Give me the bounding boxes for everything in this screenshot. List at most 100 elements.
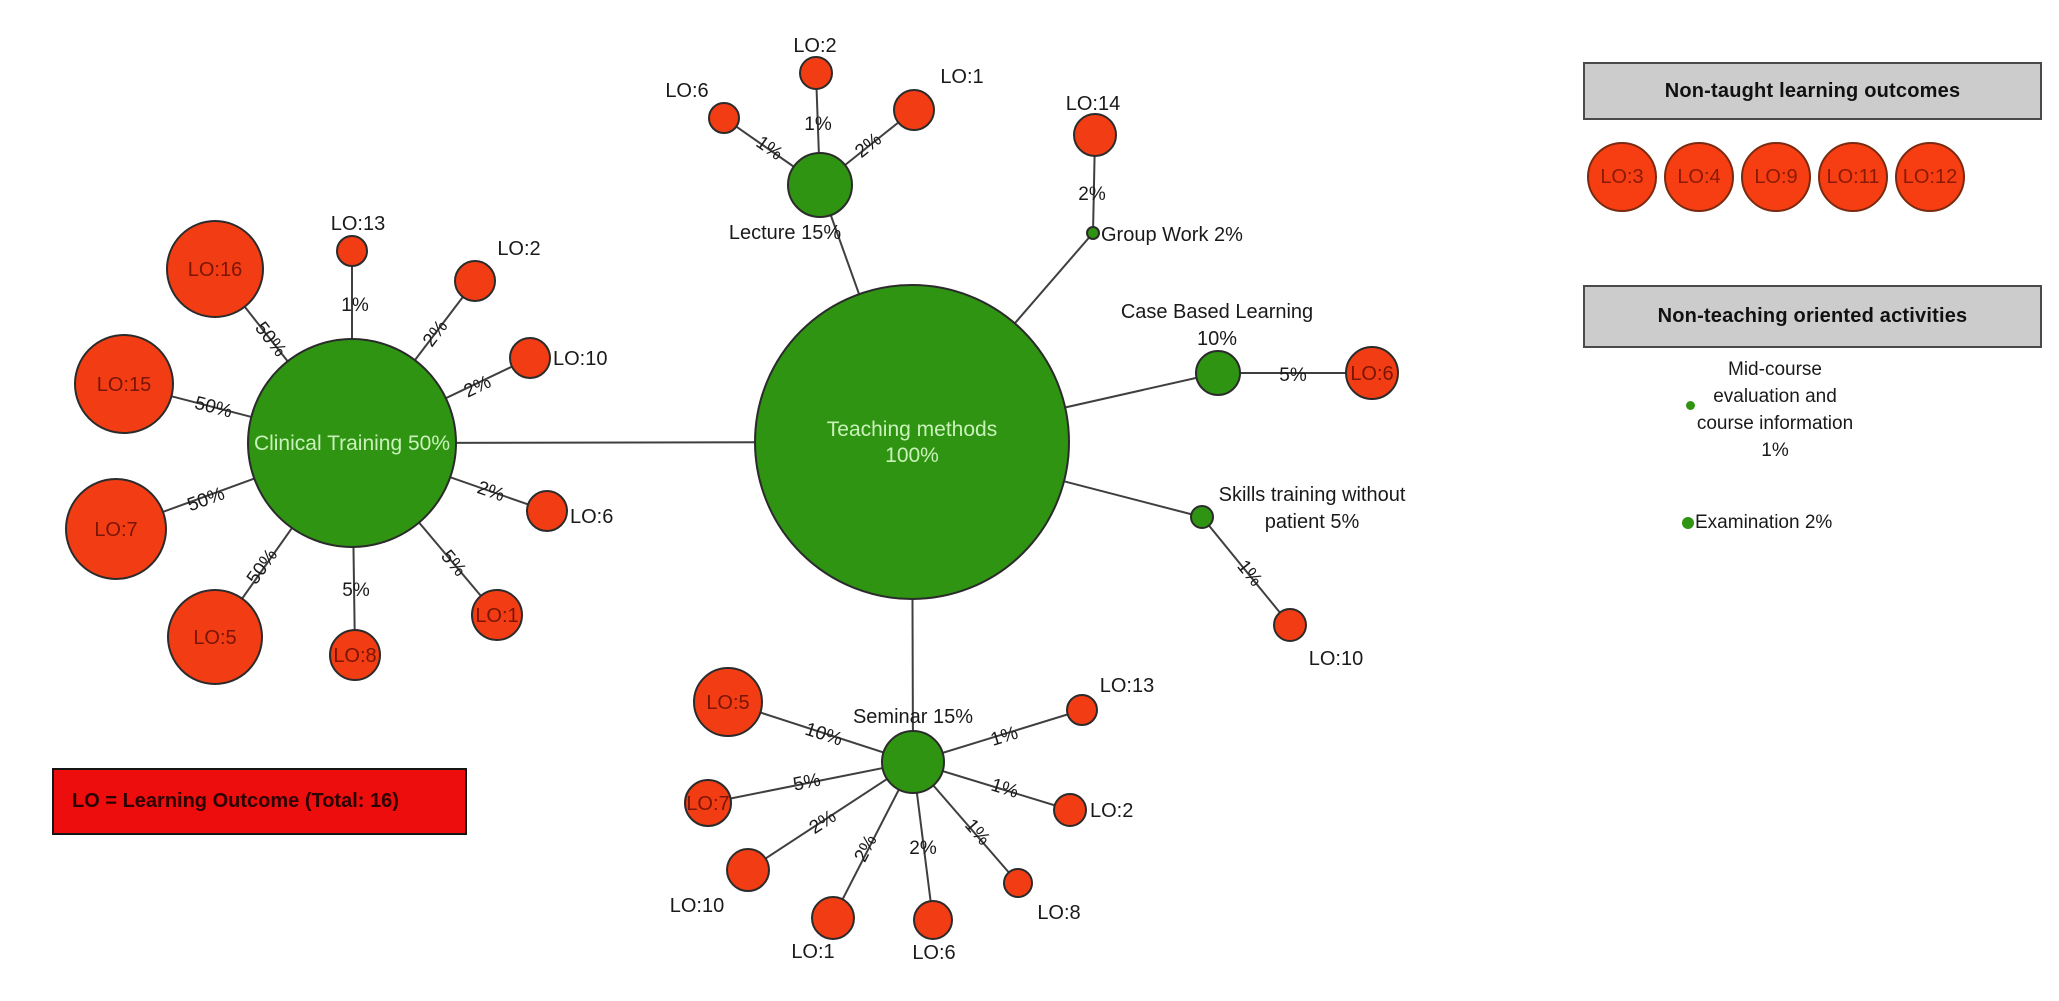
edge-label-seminar-s7: 5% [791, 770, 822, 796]
node-s5 [693, 667, 763, 737]
node-label-c7: LO:7 [94, 519, 137, 541]
edge-label-clinical-c15: 50% [192, 393, 234, 423]
node-c7 [65, 478, 167, 580]
edge-skills-sk10 [1201, 516, 1291, 626]
node-lecture [787, 152, 853, 218]
node-seminar [881, 730, 945, 794]
node-label-clinical: Clinical Training 50% [254, 432, 450, 455]
node-label-l1: LO:1 [940, 66, 983, 88]
node-s1 [811, 896, 855, 940]
edge-label-clinical-c7: 50% [185, 483, 228, 516]
node-s13 [1066, 694, 1098, 726]
node-sk10 [1273, 608, 1307, 642]
edge-label-clinical-c8: 5% [342, 580, 370, 601]
node-s7 [684, 779, 732, 827]
mid-course-line: Mid-course [1728, 359, 1822, 380]
node-c13 [336, 235, 368, 267]
non-taught-lo-circle: LO:11 [1818, 142, 1888, 212]
mid-course-bullet-dot [1686, 401, 1695, 410]
examination-item: Examination 2% [1682, 512, 1832, 534]
node-label-c13: LO:13 [331, 213, 385, 235]
node-label-c1: LO:1 [475, 605, 518, 627]
node-label-s2: LO:2 [1090, 800, 1133, 822]
node-label-cbl: 10% [1197, 328, 1237, 350]
node-label-lo14: LO:14 [1066, 93, 1120, 115]
node-c16 [166, 220, 264, 318]
edge-label-seminar-s13: 1% [988, 723, 1021, 751]
node-label-skills: Skills training without [1219, 484, 1406, 506]
node-skills [1190, 505, 1214, 529]
edge-label-clinical-c6: 2% [474, 477, 507, 506]
node-label-s13: LO:13 [1100, 675, 1154, 697]
non-taught-lo-circle: LO:4 [1664, 142, 1734, 212]
node-label-l2: LO:2 [793, 35, 836, 57]
node-label-skills: patient 5% [1265, 511, 1360, 533]
node-l1 [893, 89, 935, 131]
mid-course-line: evaluation and [1713, 386, 1837, 407]
node-label-s8: LO:8 [1037, 902, 1080, 924]
edge-label-seminar-s5: 10% [802, 719, 845, 751]
node-s8 [1003, 868, 1033, 898]
node-cbl [1195, 350, 1241, 396]
node-label-groupwork: Group Work 2% [1101, 224, 1243, 246]
node-label-s1: LO:1 [791, 941, 834, 963]
node-clinical [247, 338, 457, 548]
examination-label: Examination 2% [1695, 512, 1833, 533]
edge-label-groupwork-lo14: 2% [1078, 184, 1106, 205]
edge-label-lecture-l6: 1% [752, 132, 787, 165]
node-label-l6: LO:6 [665, 80, 708, 102]
node-c5 [167, 589, 263, 685]
edge-label-seminar-s6: 2% [909, 838, 937, 859]
node-label-c5: LO:5 [193, 627, 236, 649]
node-label-c15: LO:15 [97, 374, 151, 396]
non-taught-lo-circle: LO:12 [1895, 142, 1965, 212]
node-label-s6: LO:6 [912, 942, 955, 964]
examination-bullet-dot [1682, 517, 1694, 529]
node-c6 [526, 490, 568, 532]
edge-seminar-s10 [747, 761, 914, 871]
node-teaching [754, 284, 1070, 600]
non-taught-lo-circle: LO:9 [1741, 142, 1811, 212]
node-c1 [471, 589, 523, 641]
node-label-s7: LO:7 [686, 793, 729, 815]
edge-seminar-s7 [707, 761, 914, 804]
node-label-s5: LO:5 [706, 692, 749, 714]
node-label-sk10: LO:10 [1309, 648, 1363, 670]
node-lo14 [1073, 113, 1117, 157]
node-label-c10: LO:10 [553, 348, 607, 370]
node-label-cbl6: LO:6 [1350, 363, 1393, 385]
edge-label-lecture-l1: 2% [851, 129, 886, 163]
node-l6 [708, 102, 740, 134]
non-teaching-oriented-activities-header: Non-teaching oriented activities [1583, 285, 2042, 348]
node-l2 [799, 56, 833, 90]
node-label-c8: LO:8 [333, 645, 376, 667]
edge-label-seminar-s2: 1% [988, 775, 1021, 803]
node-groupwork [1086, 226, 1100, 240]
mid-course-line: 1% [1761, 440, 1789, 461]
node-cbl6 [1345, 346, 1399, 400]
node-label-c16: LO:16 [188, 259, 242, 281]
node-label-lecture: Lecture 15% [729, 222, 842, 244]
edge-label-clinical-c2: 2% [419, 316, 452, 351]
node-s2 [1053, 793, 1087, 827]
edge-label-seminar-s8: 1% [960, 815, 994, 850]
node-s10 [726, 848, 770, 892]
mid-course-evaluation-item: Mid-course evaluation and course informati… [1655, 356, 1895, 464]
node-c2 [454, 260, 496, 302]
edge-label-lecture-l2: 1% [804, 114, 832, 135]
edge-label-clinical-c16: 50% [250, 318, 290, 361]
edge-label-cbl-cbl6: 5% [1279, 365, 1307, 386]
edge-label-seminar-s1: 2% [850, 831, 881, 865]
node-c8 [329, 629, 381, 681]
node-label-seminar: Seminar 15% [853, 706, 973, 728]
node-label-cbl: Case Based Learning [1121, 301, 1313, 323]
non-taught-lo-circle: LO:3 [1587, 142, 1657, 212]
node-c15 [74, 334, 174, 434]
node-c10 [509, 337, 551, 379]
node-label-c6: LO:6 [570, 506, 613, 528]
node-label-teaching: 100% [885, 444, 939, 467]
edge-label-clinical-c13: 1% [341, 295, 369, 316]
node-s6 [913, 900, 953, 940]
